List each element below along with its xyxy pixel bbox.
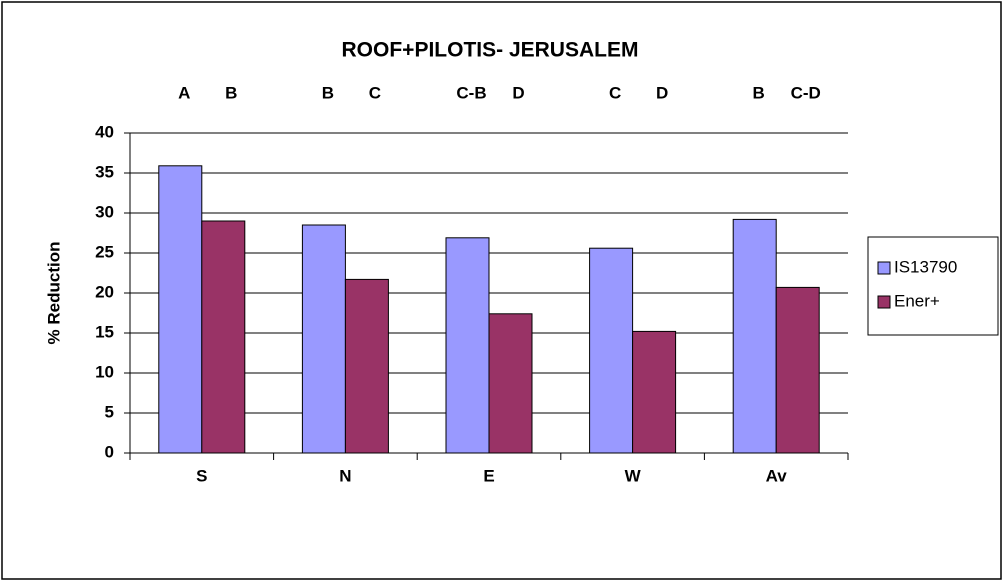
annotation: B — [322, 83, 334, 102]
y-tick-label: 15 — [95, 322, 114, 341]
x-tick-label: W — [625, 466, 642, 485]
bar — [732, 218, 777, 454]
annotation: C — [609, 83, 621, 102]
y-tick-label: 25 — [95, 242, 114, 261]
y-axis-label: % Reduction — [44, 242, 63, 345]
annotation: C — [369, 83, 381, 102]
annotation: D — [656, 83, 668, 102]
legend-swatch — [877, 261, 891, 275]
y-tick-label: 40 — [95, 122, 114, 141]
y-tick-label: 30 — [95, 202, 114, 221]
y-tick-label: 35 — [95, 162, 114, 181]
y-tick-label: 20 — [95, 282, 114, 301]
y-tick-label: 0 — [105, 442, 114, 461]
legend-swatch — [877, 295, 891, 309]
bar — [775, 286, 820, 454]
bar — [201, 220, 246, 454]
bar — [344, 278, 389, 454]
bar — [301, 224, 346, 454]
annotation: B — [225, 83, 237, 102]
annotation: D — [512, 83, 524, 102]
x-tick-label: E — [483, 466, 494, 485]
legend-label: Ener+ — [894, 291, 940, 310]
bar — [158, 165, 203, 454]
y-tick-label: 5 — [105, 402, 114, 421]
chart-title: ROOF+PILOTIS- JERUSALEM — [342, 39, 639, 62]
legend-box — [867, 236, 999, 336]
bar — [589, 247, 634, 454]
x-tick-label: N — [339, 466, 351, 485]
annotation: C-D — [791, 83, 821, 102]
x-tick-label: Av — [766, 466, 788, 485]
y-tick-label: 10 — [95, 362, 114, 381]
annotation: A — [178, 83, 190, 102]
annotation: B — [753, 83, 765, 102]
bar — [632, 330, 677, 454]
bar — [488, 313, 533, 454]
bar — [445, 237, 490, 454]
annotation: C-B — [456, 83, 486, 102]
x-tick-label: S — [196, 466, 207, 485]
legend-label: IS13790 — [894, 257, 957, 276]
